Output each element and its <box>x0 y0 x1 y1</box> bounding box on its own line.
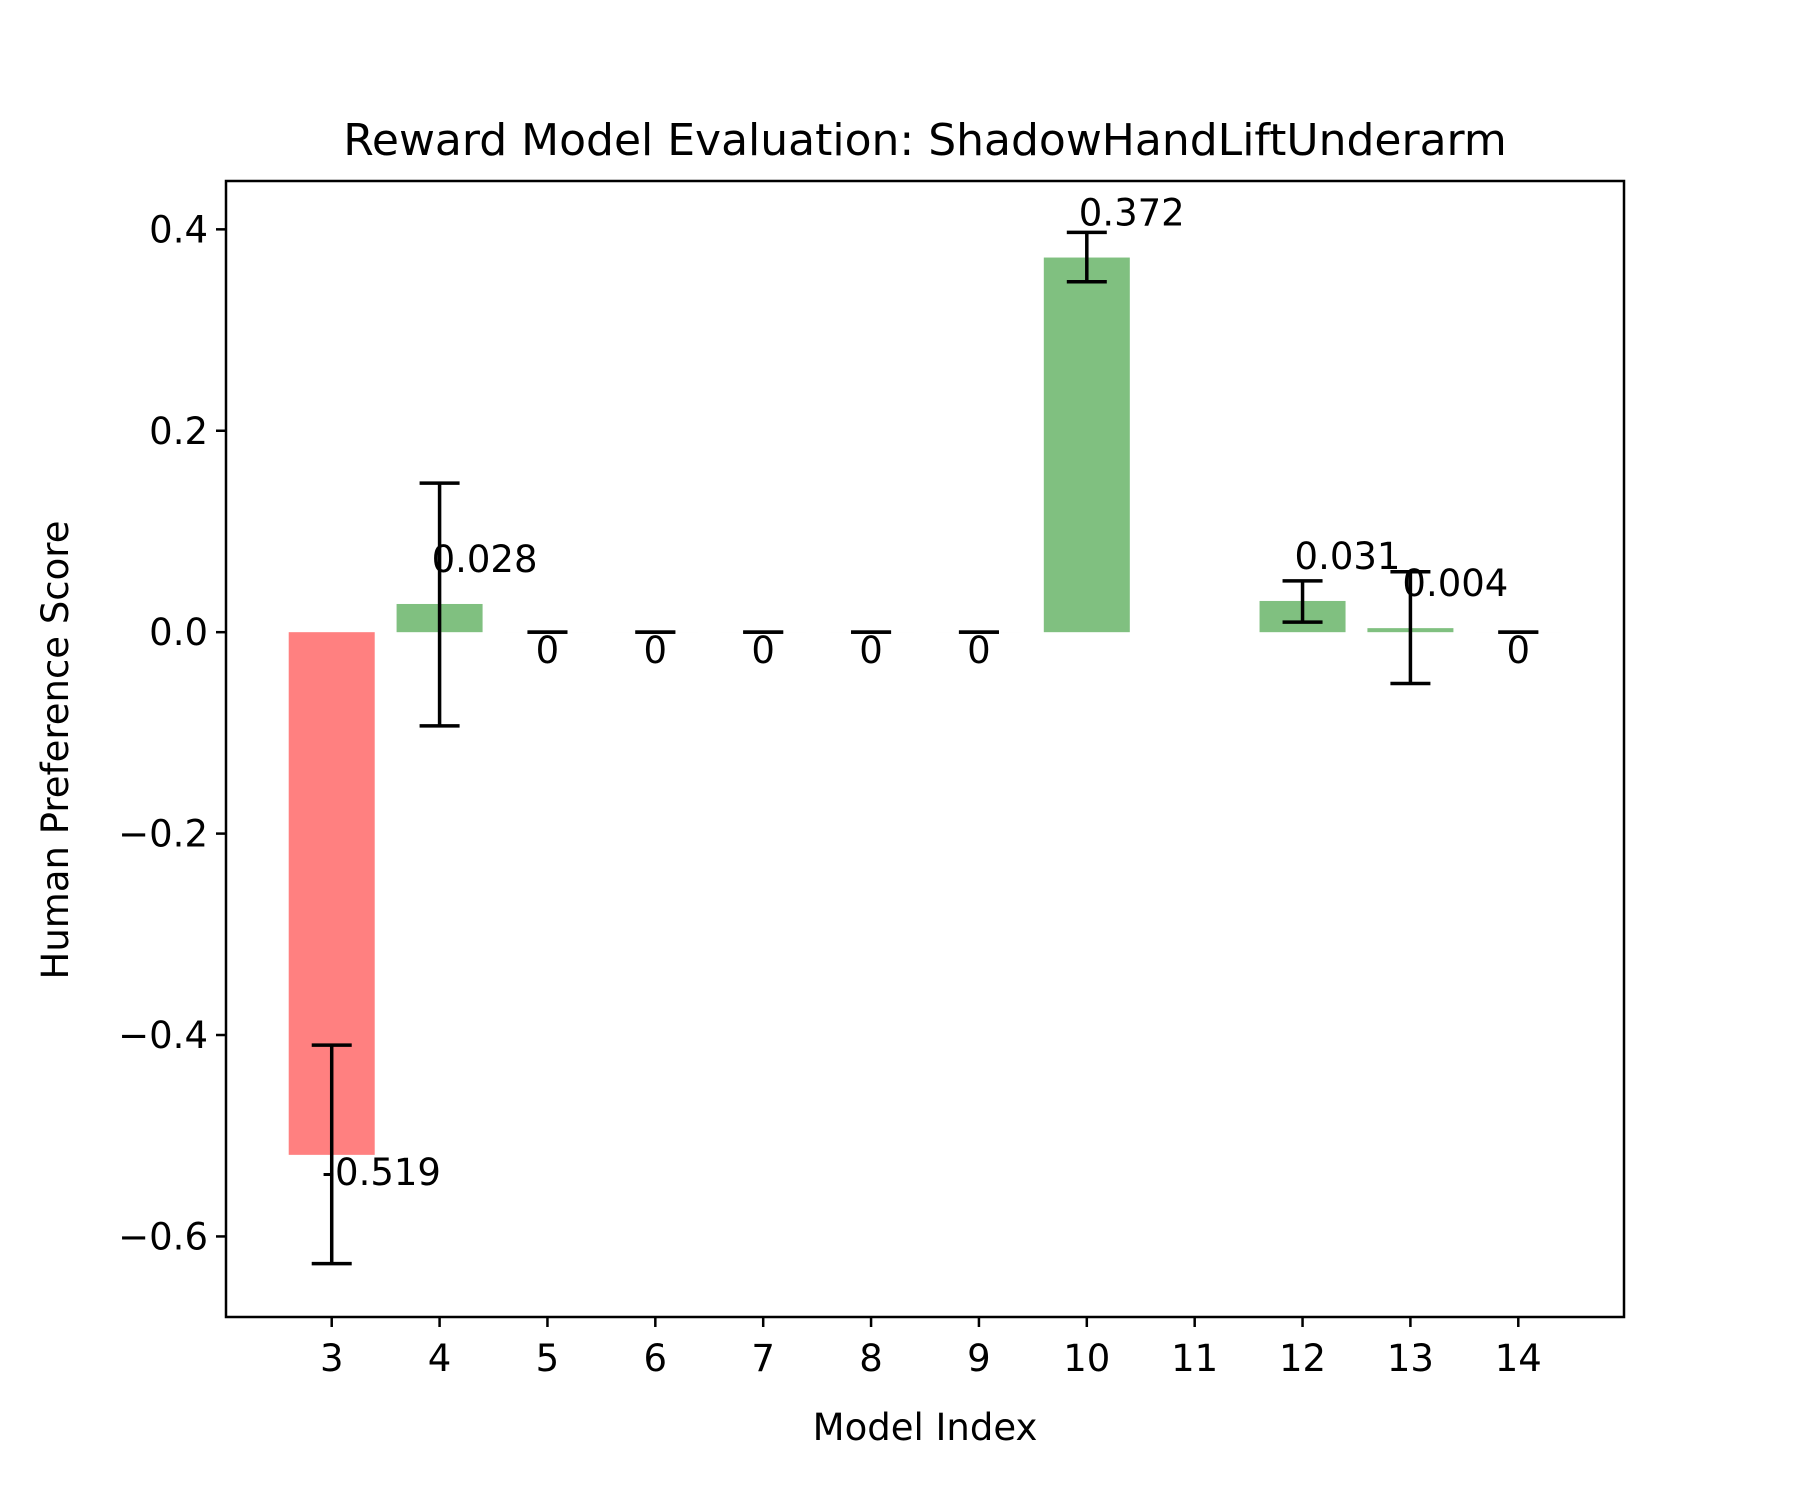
y-axis-label: Human Preference Score <box>34 521 77 980</box>
data-label-model-6: 0 <box>644 629 668 672</box>
x-tick-label-3: 3 <box>320 1337 344 1380</box>
y-tick-label: 0.0 <box>149 611 208 654</box>
y-tick-label: 0.4 <box>149 208 208 251</box>
y-tick-label: −0.6 <box>118 1215 208 1258</box>
x-tick-label-11: 11 <box>1171 1337 1218 1380</box>
data-label-model-14: 0 <box>1507 629 1531 672</box>
bar-model-10 <box>1043 257 1130 633</box>
data-label-model-8: 0 <box>859 629 883 672</box>
x-tick-label-8: 8 <box>859 1337 883 1380</box>
plot-frame <box>224 179 1626 1319</box>
x-tick-label-12: 12 <box>1279 1337 1326 1380</box>
data-label-model-4: 0.028 <box>432 538 538 581</box>
data-label-model-5: 0 <box>536 629 560 672</box>
data-label-model-9: 0 <box>967 629 991 672</box>
data-label-model-12: 0.031 <box>1295 535 1401 578</box>
data-label-model-13: 0.004 <box>1402 562 1508 605</box>
x-tick-label-10: 10 <box>1063 1337 1110 1380</box>
x-tick-label-6: 6 <box>644 1337 668 1380</box>
chart-title: Reward Model Evaluation: ShadowHandLiftU… <box>343 115 1506 166</box>
y-tick-label: 0.2 <box>149 410 208 453</box>
data-label-model-10: 0.372 <box>1079 192 1185 235</box>
data-label-model-7: 0 <box>751 629 775 672</box>
x-tick-label-4: 4 <box>428 1337 452 1380</box>
x-tick-label-13: 13 <box>1387 1337 1434 1380</box>
x-tick-label-5: 5 <box>536 1337 560 1380</box>
y-tick-label: −0.4 <box>118 1014 208 1057</box>
x-tick-label-14: 14 <box>1495 1337 1542 1380</box>
x-tick-label-9: 9 <box>967 1337 991 1380</box>
x-axis-label: Model Index <box>813 1406 1038 1449</box>
x-tick-label-7: 7 <box>751 1337 775 1380</box>
data-label-model-3: -0.519 <box>322 1151 441 1194</box>
y-tick-label: −0.2 <box>118 813 208 856</box>
